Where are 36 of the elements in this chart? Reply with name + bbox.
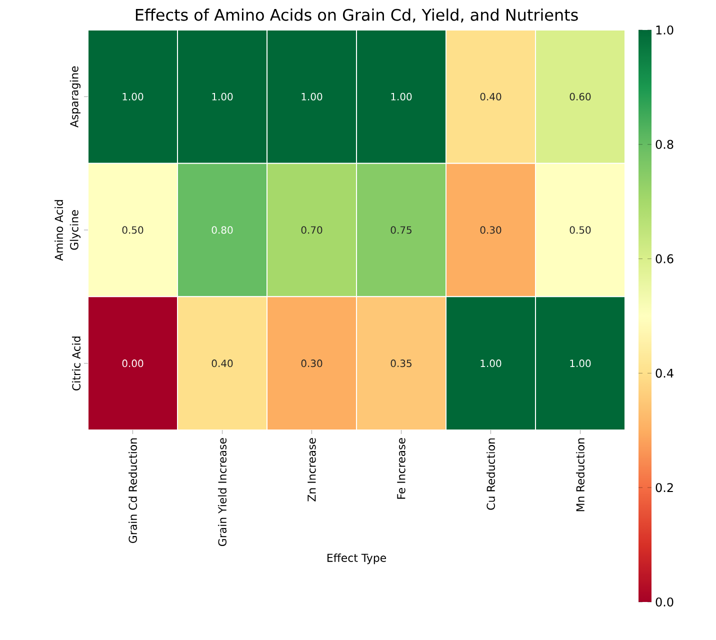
data-label: 0.00 <box>122 360 144 368</box>
data-label: 1.00 <box>302 92 322 100</box>
data-label: 0.70 <box>301 226 322 234</box>
y-tick-label: Asparagine <box>70 66 80 128</box>
data-label: 0.80 <box>212 226 233 234</box>
data-label: 0.30 <box>301 360 322 368</box>
data-label: 0.50 <box>122 226 144 234</box>
x-tick-label: Grain Yield Increase <box>218 438 226 546</box>
y-axis-title: Amino Acid <box>54 200 64 261</box>
data-label: 1.00 <box>391 92 412 100</box>
y-tick-label: Glycine <box>70 210 80 250</box>
data-label: 0.50 <box>570 226 591 234</box>
color-bar-label: 0.2 <box>656 483 673 492</box>
x-tick-label: Zn Increase <box>308 438 316 502</box>
data-label: 0.40 <box>212 360 233 368</box>
x-tick-label: Cu Reduction <box>486 438 495 510</box>
data-label: 0.40 <box>480 92 502 100</box>
data-label: 1.00 <box>212 92 233 100</box>
data-label: 0.30 <box>480 226 502 234</box>
color-bar-label: 0.0 <box>656 597 674 607</box>
x-axis-title: Effect Type <box>327 554 386 564</box>
x-tick-label: Fe Increase <box>397 438 406 499</box>
color-bar-label: 0.4 <box>656 368 674 378</box>
data-label: 1.00 <box>570 360 591 368</box>
data-label: 0.60 <box>570 92 591 100</box>
color-bar-label: 0.6 <box>656 254 674 264</box>
data-label: 0.35 <box>390 360 412 368</box>
color-bar-label: 0.8 <box>656 140 674 149</box>
chart-title: Effects of Amino Acids on Grain Cd, Yield, and Nutrients <box>136 8 578 23</box>
color-bar-label: 1.0 <box>656 25 674 35</box>
data-label: 1.00 <box>122 92 144 100</box>
data-label: 0.75 <box>390 226 412 234</box>
x-tick-label: Grain Cd Reduction <box>128 438 137 543</box>
x-tick-label: Mn Reduction <box>576 438 584 512</box>
y-tick-label: Citric Acid <box>72 336 80 390</box>
data-label: 1.00 <box>480 360 502 368</box>
